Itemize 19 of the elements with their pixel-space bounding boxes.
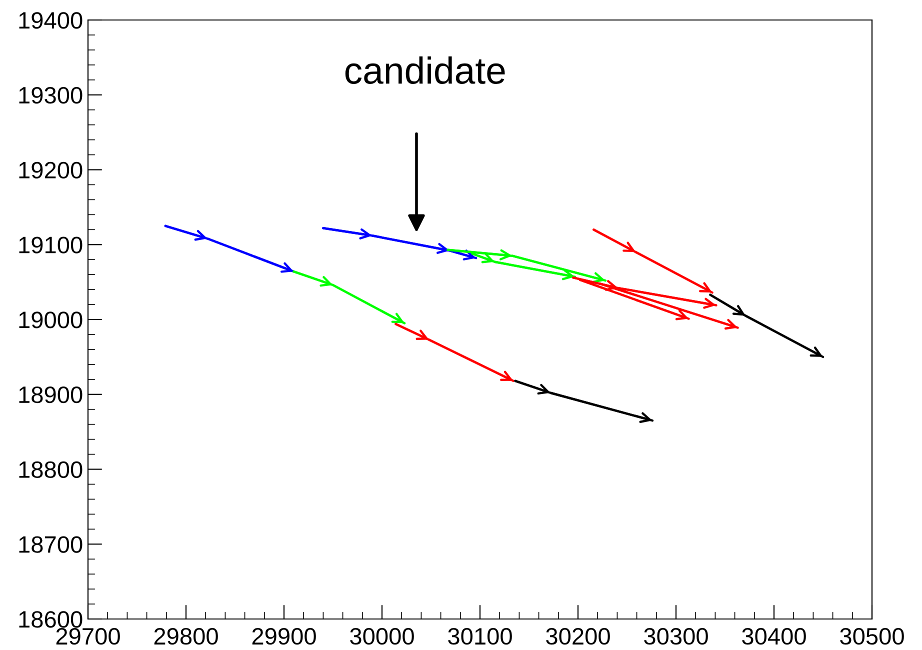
y-tick-label: 19000 <box>19 312 82 328</box>
x-tick-label: 29900 <box>252 628 316 645</box>
x-tick-label: 29800 <box>154 628 218 645</box>
y-tick-label: 18900 <box>19 386 82 404</box>
y-tick-label: 19100 <box>19 236 82 254</box>
y-tick-label: 19200 <box>19 162 82 179</box>
x-tick-label: 30300 <box>644 628 708 645</box>
y-tick-label: 19300 <box>19 86 82 104</box>
y-tick-label: 18600 <box>19 611 82 628</box>
x-tick-label: 30500 <box>840 628 904 645</box>
y-tick-label: 19400 <box>19 12 82 29</box>
x-tick-label: 30200 <box>546 628 610 645</box>
x-tick-label: 29700 <box>56 628 120 645</box>
x-tick-label: 30000 <box>350 628 414 645</box>
annotation: candidate <box>345 56 505 84</box>
x-tick-label: 30100 <box>448 628 512 645</box>
x-tick-label: 30400 <box>742 628 806 645</box>
y-tick-label: 18700 <box>19 536 82 553</box>
y-tick-label: 18800 <box>19 461 82 478</box>
